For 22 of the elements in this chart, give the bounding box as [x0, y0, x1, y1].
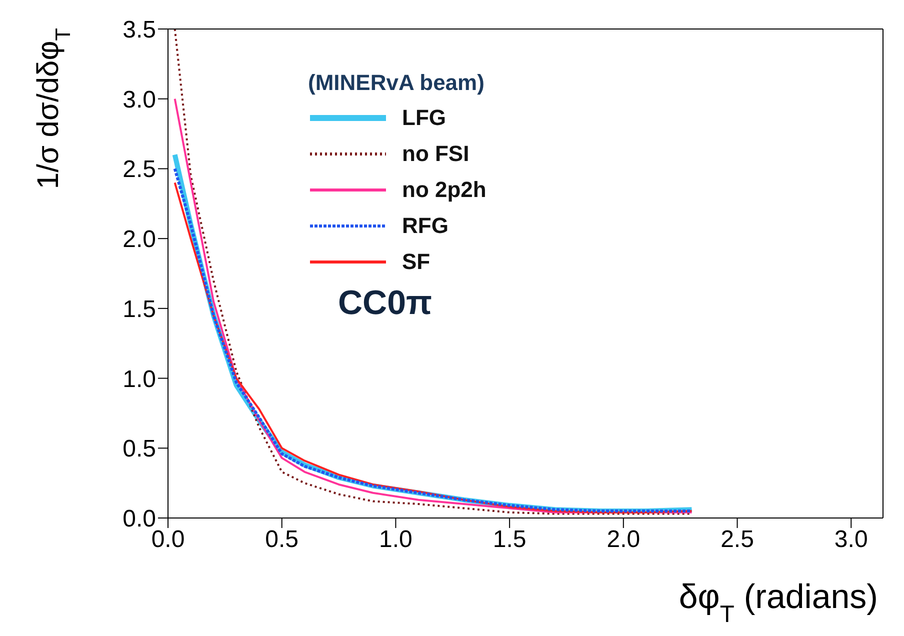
x-tick-label: 2.5 [720, 526, 754, 554]
legend-label: no FSI [401, 140, 470, 168]
annotation: CC0π [338, 284, 434, 323]
y-tick-label: 3.0 [122, 86, 156, 114]
legend-label: RFG [401, 212, 450, 240]
y-tick-label: 3.5 [122, 16, 156, 44]
legend-label: LFG [401, 104, 447, 132]
x-axis-title: δφ$_{T}$ (radians) [678, 578, 878, 628]
x-tick-label: 2.0 [606, 526, 640, 554]
x-tick-label: 0.5 [265, 526, 299, 554]
legend-label: no 2p2h [401, 176, 486, 204]
x-tick-label: 3.0 [834, 526, 868, 554]
x-tick-label: 1.0 [379, 526, 412, 554]
y-tick-label: 2.0 [122, 226, 156, 254]
y-tick-label: 2.5 [122, 156, 156, 184]
legend-title: (MINERvA beam) [308, 70, 484, 95]
y-tick-label: 1.0 [122, 366, 156, 393]
x-tick-label: 0.0 [151, 526, 185, 554]
legend-label: SF [401, 248, 432, 276]
y-tick-label: 0.5 [122, 436, 156, 463]
y-tick-label: 1.5 [122, 296, 156, 323]
x-tick-label: 1.5 [492, 526, 526, 554]
